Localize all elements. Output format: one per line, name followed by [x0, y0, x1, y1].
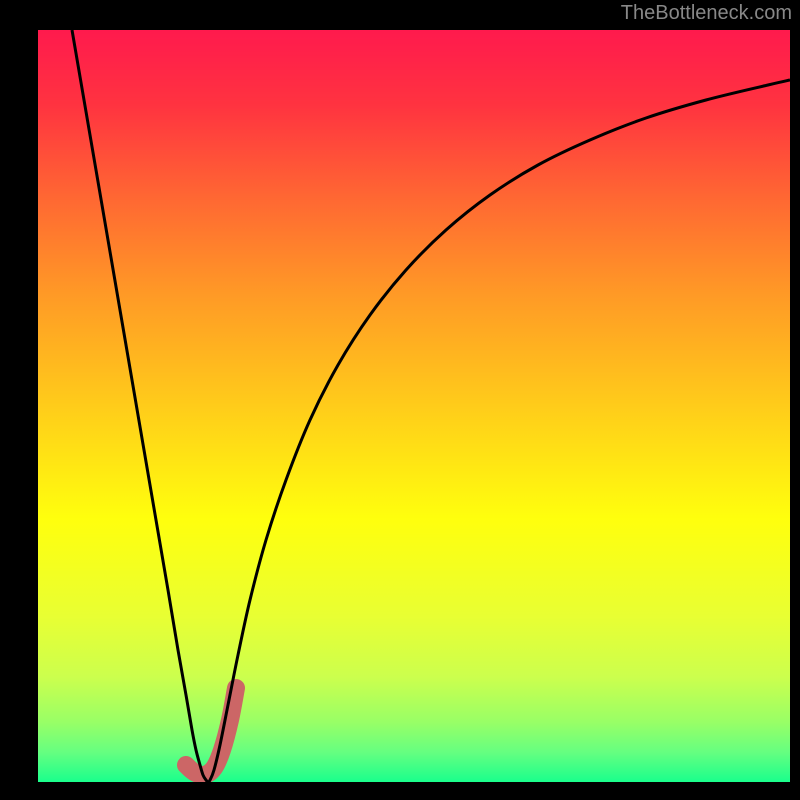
plot-area [38, 30, 790, 782]
watermark-text: TheBottleneck.com [621, 2, 792, 25]
curve-overlay [38, 30, 790, 782]
main-curve [72, 30, 790, 782]
